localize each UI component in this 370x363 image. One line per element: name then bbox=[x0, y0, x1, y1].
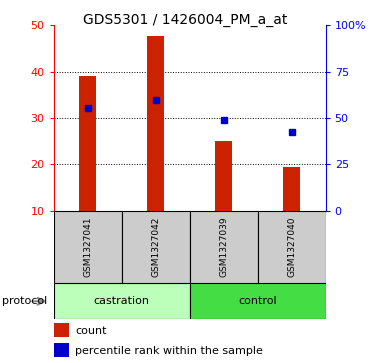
Bar bbox=[147, 36, 164, 211]
Bar bbox=[54, 211, 122, 283]
Bar bbox=[54, 323, 68, 338]
Text: GSM1327041: GSM1327041 bbox=[83, 217, 92, 277]
Bar bbox=[54, 283, 190, 319]
Bar bbox=[79, 76, 96, 211]
Text: percentile rank within the sample: percentile rank within the sample bbox=[75, 346, 263, 356]
Text: control: control bbox=[238, 296, 277, 306]
Text: count: count bbox=[75, 326, 107, 336]
Text: GSM1327040: GSM1327040 bbox=[287, 217, 296, 277]
Bar bbox=[190, 211, 258, 283]
Bar bbox=[54, 343, 68, 357]
Bar bbox=[283, 167, 300, 211]
Text: protocol: protocol bbox=[2, 296, 47, 306]
Text: GSM1327039: GSM1327039 bbox=[219, 216, 228, 277]
Text: GDS5301 / 1426004_PM_a_at: GDS5301 / 1426004_PM_a_at bbox=[83, 13, 287, 27]
Bar bbox=[190, 283, 326, 319]
Bar bbox=[122, 211, 190, 283]
Text: castration: castration bbox=[94, 296, 149, 306]
Bar bbox=[215, 141, 232, 211]
Bar bbox=[258, 211, 326, 283]
Text: GSM1327042: GSM1327042 bbox=[151, 217, 160, 277]
